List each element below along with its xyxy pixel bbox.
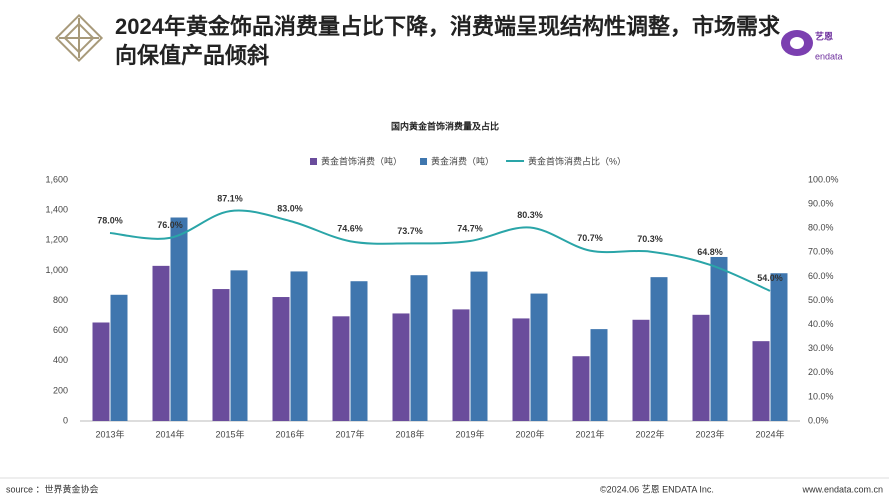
y-tick-label: 1,000 <box>45 265 68 275</box>
data-label: 70.7% <box>577 233 603 243</box>
bar <box>692 314 710 421</box>
bar <box>392 313 410 421</box>
x-tick-label: 2015年 <box>215 428 244 439</box>
bar <box>770 273 788 421</box>
bar <box>632 319 650 421</box>
legend-label: 黄金消费（吨） <box>431 155 494 166</box>
y2-tick-label: 70.0% <box>808 247 834 257</box>
data-label: 83.0% <box>277 203 303 213</box>
bar <box>572 356 590 421</box>
bar <box>152 265 170 421</box>
footer-website: www.endata.com.cn <box>801 484 883 494</box>
y2-tick-label: 50.0% <box>808 295 834 305</box>
bar <box>110 294 128 421</box>
x-tick-label: 2018年 <box>395 428 424 439</box>
bar <box>350 281 368 421</box>
footer-source: source ：世界黄金协会 <box>6 483 99 494</box>
data-label: 64.8% <box>697 247 723 257</box>
data-label: 74.7% <box>457 223 483 233</box>
data-label: 87.1% <box>217 193 243 203</box>
bar <box>332 316 350 421</box>
y-tick-label: 600 <box>53 325 68 335</box>
y-tick-label: 800 <box>53 295 68 305</box>
bar <box>290 271 308 421</box>
logo-icon <box>781 30 813 56</box>
bar <box>92 322 110 421</box>
bar <box>512 318 530 421</box>
bar <box>170 217 188 421</box>
x-tick-label: 2019年 <box>455 428 484 439</box>
bar <box>452 309 470 421</box>
bar <box>752 341 770 421</box>
legend-swatch <box>420 158 428 165</box>
x-tick-label: 2016年 <box>275 428 304 439</box>
y-tick-label: 1,400 <box>45 205 68 215</box>
bar <box>470 271 488 421</box>
bar <box>530 293 548 421</box>
x-tick-label: 2024年 <box>755 428 784 439</box>
x-tick-label: 2021年 <box>575 428 604 439</box>
bar <box>230 270 248 421</box>
brand-icon <box>54 13 104 63</box>
y-tick-label: 1,600 <box>45 174 68 184</box>
legend-swatch <box>310 158 317 165</box>
data-label: 54.0% <box>757 273 783 283</box>
y-tick-label: 400 <box>53 355 68 365</box>
y2-tick-label: 80.0% <box>808 223 834 233</box>
y2-tick-label: 20.0% <box>808 367 834 377</box>
y-tick-label: 200 <box>53 385 68 395</box>
legend-label: 黄金首饰消费（吨） <box>321 155 402 166</box>
y2-tick-label: 40.0% <box>808 319 834 329</box>
y2-tick-label: 30.0% <box>808 343 834 353</box>
bar <box>212 289 230 421</box>
data-label: 73.7% <box>397 226 423 236</box>
y2-tick-label: 60.0% <box>808 271 834 281</box>
y-tick-label: 0 <box>63 415 68 425</box>
y2-tick-label: 0.0% <box>808 415 829 425</box>
data-label: 80.3% <box>517 210 543 220</box>
y2-tick-label: 90.0% <box>808 198 834 208</box>
data-label: 70.3% <box>637 234 663 244</box>
y2-tick-label: 100.0% <box>808 174 839 184</box>
bar <box>650 277 668 421</box>
line <box>109 209 771 292</box>
logo-name: 艺恩 <box>815 30 833 41</box>
data-label: 76.0% <box>157 220 183 230</box>
logo-subtext: endata <box>815 51 843 61</box>
bar <box>710 256 728 421</box>
y-tick-label: 1,200 <box>45 235 68 245</box>
x-tick-label: 2023年 <box>695 428 724 439</box>
legend-label: 黄金首饰消费占比（%） <box>528 155 626 166</box>
chart-title: 国内黄金首饰消费量及占比 <box>391 120 499 131</box>
footer-copyright: ©2024.06 艺恩 ENDATA Inc. <box>600 484 714 494</box>
bar <box>410 275 428 421</box>
x-tick-label: 2013年 <box>95 428 124 439</box>
x-tick-label: 2020年 <box>515 428 544 439</box>
bar <box>272 297 290 421</box>
bar <box>590 329 608 421</box>
page-title: 2024年黄金饰品消费量占比下降，消费端呈现结构性调整，市场需求向保值产品倾斜 <box>115 14 780 68</box>
x-tick-label: 2017年 <box>335 428 364 439</box>
x-tick-label: 2022年 <box>635 428 664 439</box>
data-label: 74.6% <box>337 224 363 234</box>
y2-tick-label: 10.0% <box>808 391 834 401</box>
x-tick-label: 2014年 <box>155 428 184 439</box>
data-label: 78.0% <box>97 215 123 225</box>
